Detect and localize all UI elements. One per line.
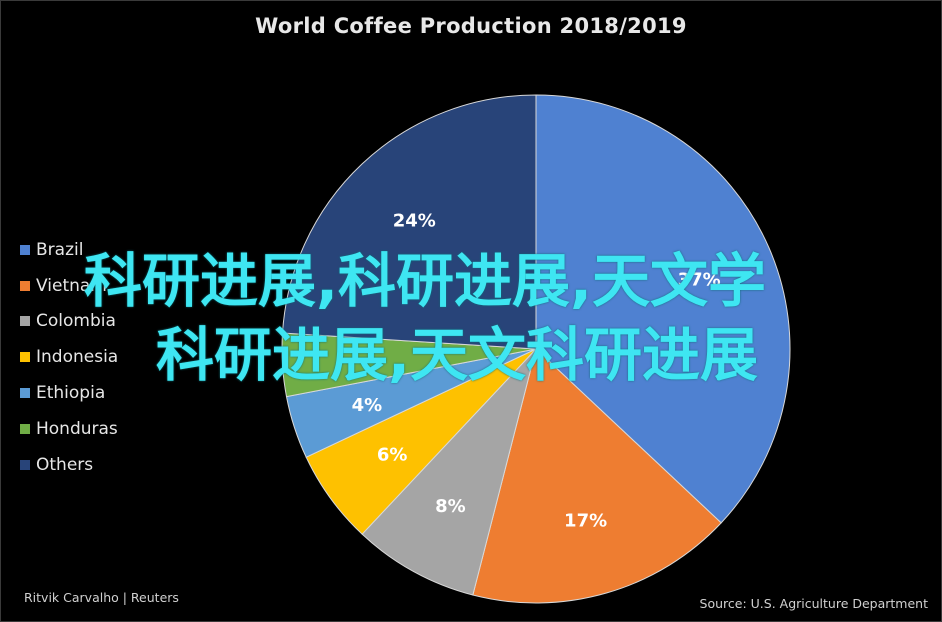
value-label-colombia: 8% bbox=[435, 496, 466, 517]
legend-swatch bbox=[20, 459, 30, 470]
slice-colombia bbox=[361, 348, 537, 596]
pie-value-labels: 37% 17% 8% 6% 4% 24% bbox=[352, 210, 721, 531]
legend-label: Ethiopia bbox=[36, 383, 106, 404]
legend-label: Colombia bbox=[36, 311, 116, 332]
slice-vietnam bbox=[472, 348, 722, 604]
legend-item-ethiopia: Ethiopia bbox=[20, 375, 118, 411]
value-label-brazil: 37% bbox=[678, 269, 721, 290]
overlay-text-line-1: 科研进展,科研进展,天文学 bbox=[83, 247, 767, 315]
chart-title: World Coffee Production 2018/2019 bbox=[255, 14, 687, 38]
legend-swatch bbox=[20, 280, 30, 291]
legend-item-others: Others bbox=[20, 447, 118, 483]
legend-label: Honduras bbox=[36, 418, 118, 439]
value-label-indonesia: 6% bbox=[377, 445, 408, 466]
chart-legend: Brazil Vietnam Colombia Indonesia Ethiopia Ho… bbox=[20, 232, 118, 483]
legend-swatch bbox=[20, 352, 30, 363]
slice-brazil bbox=[535, 94, 791, 524]
legend-swatch bbox=[20, 316, 30, 327]
overlay-text-line-2: 科研进展,天文科研进展 bbox=[155, 321, 759, 389]
slice-others bbox=[281, 94, 537, 350]
value-label-ethiopia: 4% bbox=[352, 395, 383, 416]
legend-item-colombia: Colombia bbox=[20, 304, 118, 340]
legend-swatch bbox=[20, 244, 30, 255]
legend-item-honduras: Honduras bbox=[20, 411, 118, 447]
legend-item-indonesia: Indonesia bbox=[20, 339, 118, 375]
source-text: Source: U.S. Agriculture Department bbox=[699, 596, 928, 611]
credit-text: Ritvik Carvalho | Reuters bbox=[24, 590, 179, 605]
value-label-others: 24% bbox=[393, 210, 436, 231]
legend-swatch bbox=[20, 423, 30, 434]
legend-item-vietnam: Vietnam bbox=[20, 268, 118, 304]
legend-label: Others bbox=[36, 454, 94, 475]
legend-swatch bbox=[20, 388, 30, 399]
legend-label: Vietnam bbox=[36, 275, 107, 296]
legend-label: Brazil bbox=[36, 239, 84, 260]
legend-item-brazil: Brazil bbox=[20, 232, 118, 268]
value-label-vietnam: 17% bbox=[564, 511, 607, 532]
legend-label: Indonesia bbox=[36, 347, 119, 368]
pie-slices bbox=[281, 94, 791, 604]
